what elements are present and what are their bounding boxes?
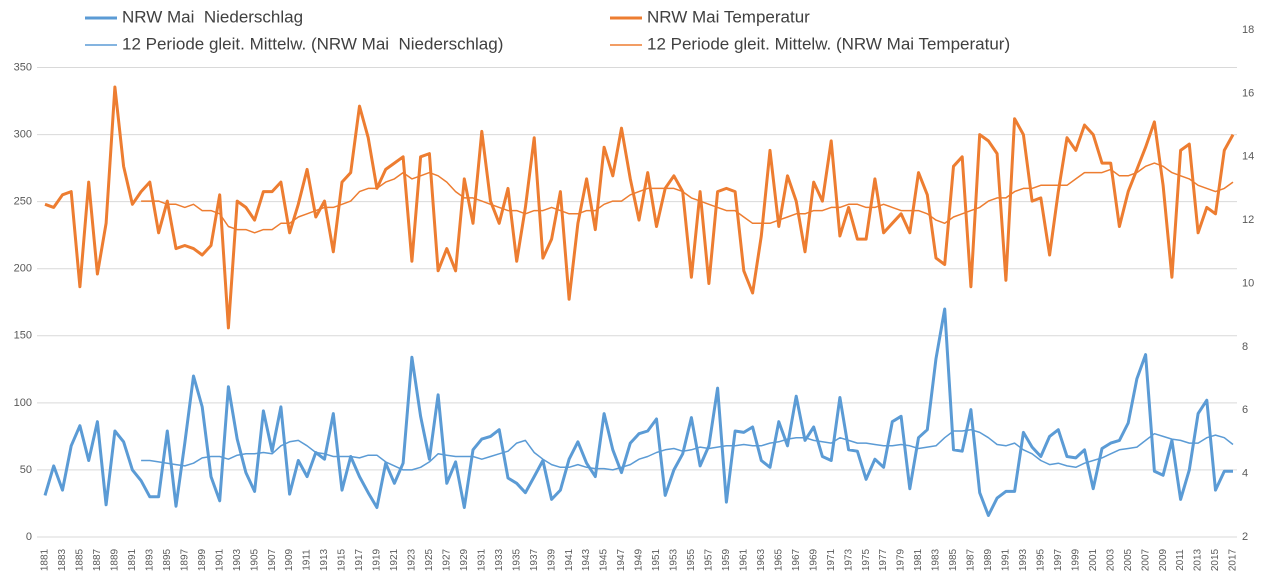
x-tick-label: 1893 bbox=[144, 548, 155, 571]
x-tick-label: 1921 bbox=[389, 548, 400, 571]
y-tick-label: 0 bbox=[26, 531, 32, 543]
x-tick-label: 1997 bbox=[1053, 548, 1064, 571]
y2-tick-label: 12 bbox=[1242, 214, 1254, 226]
x-tick-label: 2007 bbox=[1140, 548, 1151, 571]
x-tick-label: 1989 bbox=[983, 548, 994, 571]
x-tick-label: 1961 bbox=[738, 548, 749, 571]
y-tick-label: 50 bbox=[20, 464, 32, 476]
x-tick-label: 1991 bbox=[1001, 548, 1012, 571]
x-tick-label: 1981 bbox=[913, 548, 924, 571]
x-tick-label: 1907 bbox=[267, 548, 278, 571]
x-tick-label: 1903 bbox=[232, 548, 243, 571]
x-tick-label: 1929 bbox=[459, 548, 470, 571]
x-tick-label: 2011 bbox=[1175, 549, 1186, 571]
y2-tick-label: 16 bbox=[1242, 87, 1254, 99]
x-tick-label: 1951 bbox=[651, 548, 662, 571]
legend-label: NRW Mai Niederschlag bbox=[122, 7, 303, 26]
x-tick-label: 1897 bbox=[179, 548, 190, 571]
x-tick-label: 1953 bbox=[669, 548, 680, 571]
x-tick-label: 1947 bbox=[616, 548, 627, 571]
x-tick-label: 1933 bbox=[494, 548, 505, 571]
x-tick-label: 2001 bbox=[1088, 548, 1099, 571]
x-tick-label: 2009 bbox=[1158, 548, 1169, 571]
y-tick-label: 300 bbox=[14, 129, 32, 141]
x-tick-label: 2017 bbox=[1228, 548, 1239, 571]
x-tick-label: 1895 bbox=[162, 548, 173, 571]
x-tick-label: 1889 bbox=[110, 548, 121, 571]
x-tick-label: 1919 bbox=[372, 548, 383, 571]
x-tick-label: 2003 bbox=[1105, 548, 1116, 571]
y2-tick-label: 10 bbox=[1242, 277, 1254, 289]
x-tick-label: 1885 bbox=[75, 548, 86, 571]
y-tick-label: 200 bbox=[14, 263, 32, 275]
x-tick-label: 1939 bbox=[546, 548, 557, 571]
x-tick-label: 1909 bbox=[284, 548, 295, 571]
y-tick-label: 150 bbox=[14, 330, 32, 342]
x-tick-label: 1967 bbox=[791, 548, 802, 571]
x-tick-label: 1915 bbox=[337, 548, 348, 571]
y2-tick-label: 8 bbox=[1242, 341, 1248, 353]
series-line bbox=[141, 428, 1234, 471]
x-tick-label: 1899 bbox=[197, 548, 208, 571]
x-tick-label: 1901 bbox=[214, 548, 225, 571]
legend-label: 12 Periode gleit. Mittelw. (NRW Mai Nied… bbox=[122, 34, 503, 53]
x-tick-label: 1957 bbox=[704, 548, 715, 571]
x-tick-label: 1931 bbox=[476, 548, 487, 571]
x-tick-label: 2015 bbox=[1210, 548, 1221, 571]
x-tick-label: 1881 bbox=[40, 548, 51, 571]
x-tick-label: 1975 bbox=[861, 548, 872, 571]
x-tick-label: 1917 bbox=[354, 548, 365, 571]
x-tick-label: 1887 bbox=[92, 548, 103, 571]
y2-tick-label: 18 bbox=[1242, 24, 1254, 36]
x-tick-label: 1971 bbox=[826, 548, 837, 571]
x-tick-label: 1969 bbox=[808, 548, 819, 571]
x-tick-label: 1963 bbox=[756, 548, 767, 571]
x-tick-label: 1937 bbox=[529, 548, 540, 571]
x-tick-label: 1977 bbox=[878, 548, 889, 571]
x-tick-label: 1949 bbox=[634, 548, 645, 571]
y2-tick-label: 4 bbox=[1242, 468, 1248, 480]
x-tick-label: 1995 bbox=[1035, 548, 1046, 571]
x-tick-label: 1943 bbox=[581, 548, 592, 571]
x-tick-label: 1983 bbox=[931, 548, 942, 571]
y2-tick-label: 14 bbox=[1242, 151, 1254, 163]
x-tick-label: 1905 bbox=[249, 548, 260, 571]
x-tick-label: 1935 bbox=[511, 548, 522, 571]
y-tick-label: 350 bbox=[14, 61, 32, 73]
series-line bbox=[44, 85, 1235, 330]
x-tick-label: 1999 bbox=[1070, 548, 1081, 571]
x-tick-label: 1913 bbox=[319, 548, 330, 571]
series-line bbox=[43, 307, 1233, 517]
y-tick-label: 250 bbox=[14, 196, 32, 208]
x-tick-label: 1945 bbox=[599, 548, 610, 571]
x-tick-label: 1883 bbox=[57, 548, 68, 571]
legend-label: 12 Periode gleit. Mittelw. (NRW Mai Temp… bbox=[647, 34, 1010, 53]
legend-label: NRW Mai Temperatur bbox=[647, 7, 810, 26]
y-tick-label: 100 bbox=[14, 397, 32, 409]
x-tick-label: 1993 bbox=[1018, 548, 1029, 571]
x-tick-label: 1927 bbox=[441, 548, 452, 571]
x-tick-label: 1985 bbox=[948, 548, 959, 571]
x-tick-label: 2013 bbox=[1193, 548, 1204, 571]
x-tick-label: 1891 bbox=[127, 548, 138, 571]
x-tick-label: 2005 bbox=[1123, 548, 1134, 571]
x-tick-label: 1979 bbox=[896, 548, 907, 571]
x-tick-label: 1987 bbox=[966, 548, 977, 571]
x-tick-label: 1923 bbox=[407, 548, 418, 571]
x-tick-label: 1941 bbox=[564, 548, 575, 571]
x-tick-label: 1959 bbox=[721, 548, 732, 571]
x-tick-label: 1925 bbox=[424, 548, 435, 571]
x-tick-label: 1955 bbox=[686, 548, 697, 571]
x-tick-label: 1965 bbox=[773, 548, 784, 571]
y2-tick-label: 2 bbox=[1242, 531, 1248, 543]
x-tick-label: 1973 bbox=[843, 548, 854, 571]
series-line bbox=[141, 162, 1234, 234]
y2-tick-label: 6 bbox=[1242, 404, 1248, 416]
x-tick-label: 1911 bbox=[302, 549, 313, 571]
